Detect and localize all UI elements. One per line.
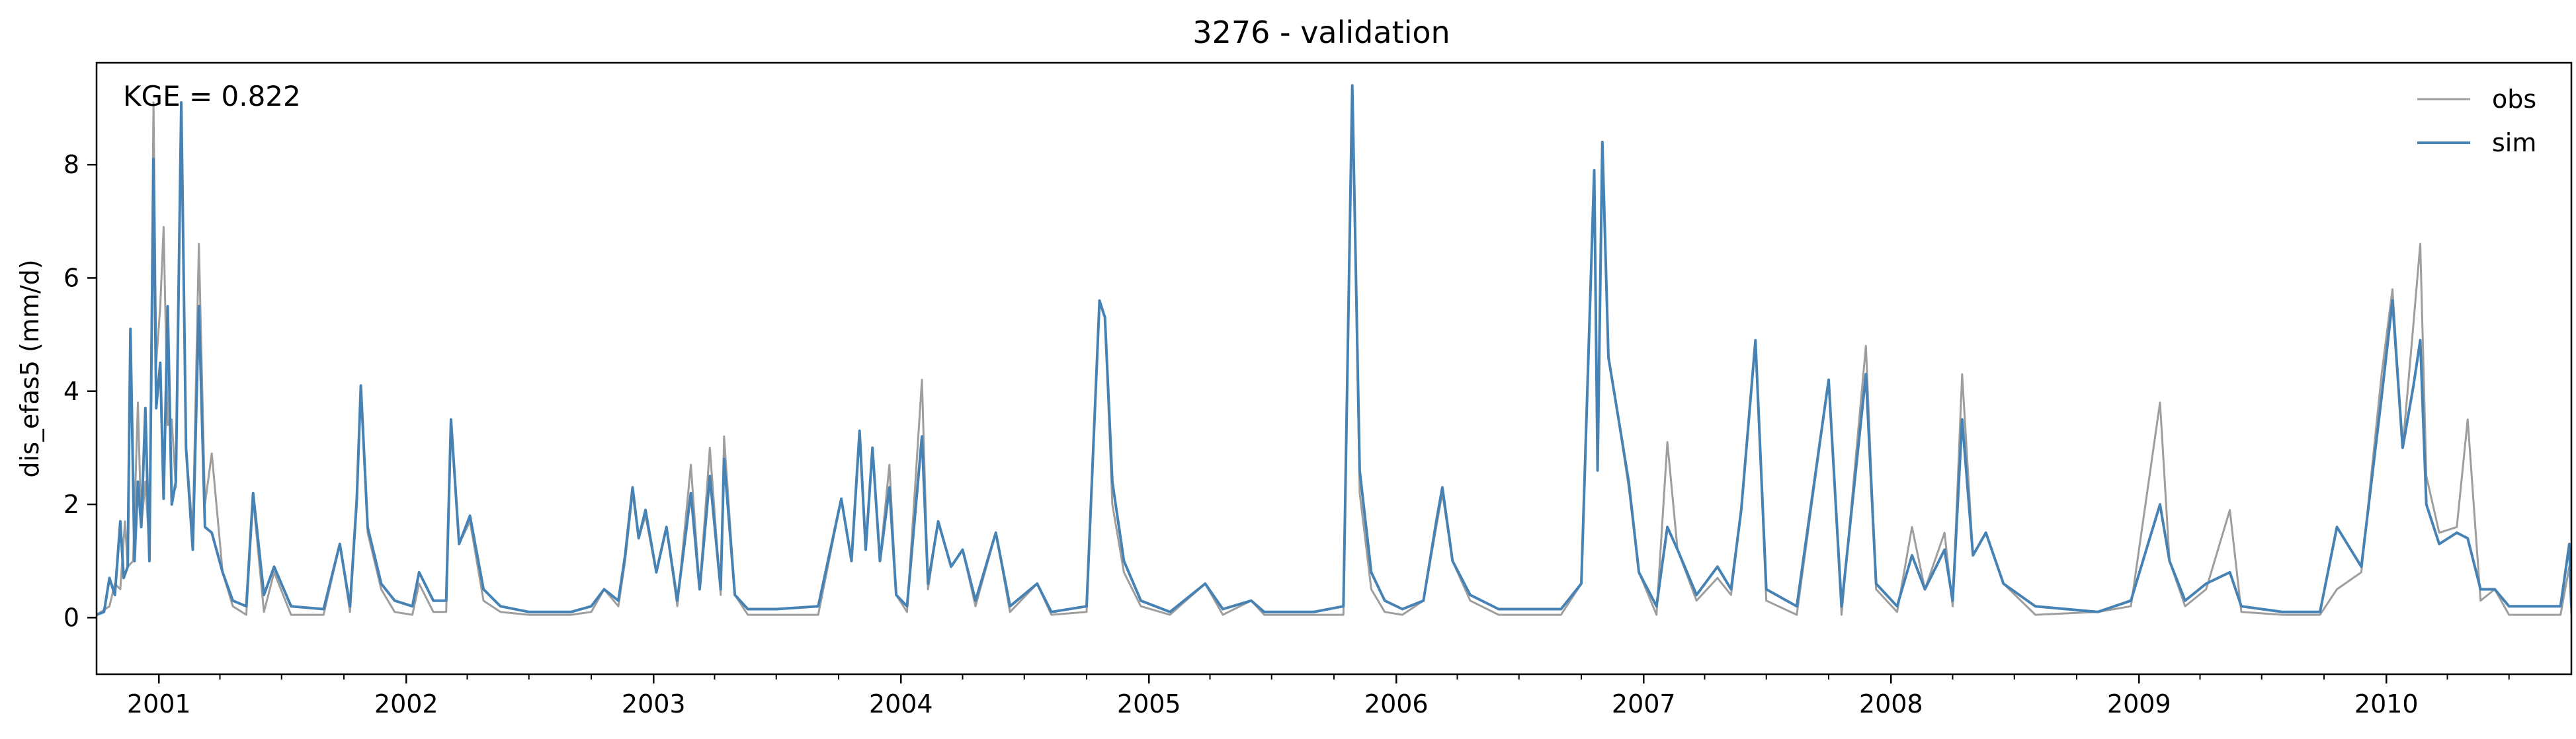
x-tick-label: 2008 bbox=[1859, 689, 1923, 719]
x-tick-label: 2004 bbox=[869, 689, 933, 719]
x-tick-label: 2005 bbox=[1117, 689, 1181, 719]
y-tick-label: 0 bbox=[63, 603, 79, 632]
x-tick-label: 2002 bbox=[374, 689, 438, 719]
series-line-sim bbox=[97, 84, 2571, 616]
legend: obs sim bbox=[2417, 85, 2536, 157]
series-group bbox=[97, 84, 2571, 616]
kge-annotation: KGE = 0.822 bbox=[123, 80, 301, 112]
x-tick-label: 2001 bbox=[127, 689, 191, 719]
y-tick-label: 6 bbox=[63, 263, 79, 292]
y-tick-label: 2 bbox=[63, 490, 79, 519]
plot-frame bbox=[95, 61, 2573, 676]
x-tick-label: 2003 bbox=[622, 689, 686, 719]
y-axis: 0 2 4 6 8 bbox=[63, 150, 97, 632]
x-tick-label: 2009 bbox=[2107, 689, 2171, 719]
legend-label-obs: obs bbox=[2492, 85, 2536, 114]
plot-area bbox=[95, 61, 2573, 676]
chart-title: 3276 - validation bbox=[1192, 15, 1450, 50]
x-tick-label: 2010 bbox=[2354, 689, 2419, 719]
y-axis-label: dis_efas5 (mm/d) bbox=[15, 259, 44, 477]
x-axis: 2001 2002 2003 2004 2005 2006 2007 2008 2009 2010 bbox=[127, 674, 2510, 719]
legend-label-sim: sim bbox=[2492, 128, 2536, 157]
x-tick-label: 2006 bbox=[1364, 689, 1429, 719]
series-line-obs bbox=[97, 84, 2571, 616]
x-tick-label: 2007 bbox=[1612, 689, 1676, 719]
y-tick-label: 4 bbox=[63, 377, 79, 406]
y-tick-label: 8 bbox=[63, 150, 79, 179]
